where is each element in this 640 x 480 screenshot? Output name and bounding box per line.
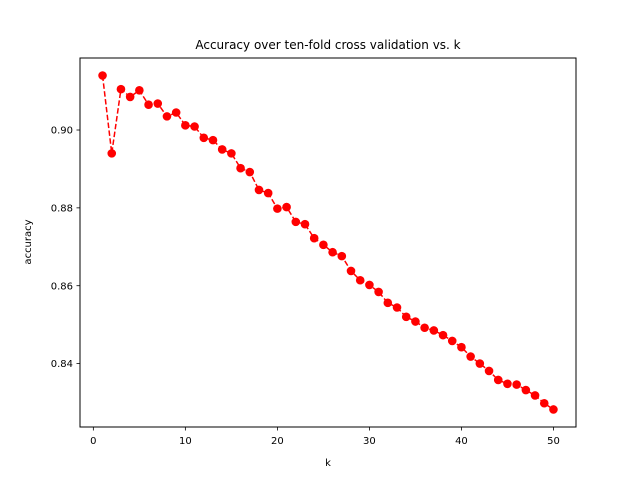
data-point bbox=[383, 298, 393, 308]
data-point bbox=[484, 366, 494, 376]
data-point bbox=[199, 133, 209, 143]
data-point bbox=[190, 122, 199, 131]
data-point bbox=[355, 275, 365, 285]
data-point bbox=[263, 188, 273, 198]
x-tick-label: 20 bbox=[271, 436, 284, 447]
x-tick-label: 0 bbox=[90, 436, 96, 447]
data-point bbox=[254, 185, 264, 195]
y-tick-label: 0.86 bbox=[51, 281, 73, 292]
data-point bbox=[475, 359, 485, 368]
x-tick-label: 10 bbox=[179, 436, 192, 447]
data-point bbox=[217, 145, 227, 154]
plot-area bbox=[98, 71, 558, 414]
data-point bbox=[392, 303, 402, 312]
data-point bbox=[512, 380, 521, 389]
data-point bbox=[420, 323, 429, 333]
plot-frame bbox=[79, 57, 577, 428]
data-point bbox=[493, 375, 503, 385]
data-point bbox=[365, 280, 374, 290]
y-tick-label: 0.88 bbox=[51, 203, 73, 214]
data-point bbox=[374, 287, 383, 297]
data-point bbox=[245, 167, 255, 177]
data-point bbox=[144, 100, 153, 110]
data-point bbox=[438, 330, 448, 340]
data-point bbox=[411, 317, 420, 326]
series-line bbox=[101, 75, 554, 411]
data-point bbox=[346, 266, 356, 276]
y-axis: 0.84 0.86 0.88 0.90 bbox=[51, 126, 80, 370]
data-point bbox=[337, 251, 347, 261]
data-point bbox=[539, 398, 549, 408]
x-axis-label: k bbox=[325, 458, 331, 469]
data-point bbox=[457, 342, 466, 352]
data-point bbox=[549, 405, 558, 414]
data-point bbox=[181, 121, 190, 130]
data-point bbox=[236, 163, 245, 173]
chart-title: Accuracy over ten-fold cross validation … bbox=[195, 38, 460, 52]
y-axis-label: accuracy bbox=[23, 219, 34, 264]
y-tick-label: 0.90 bbox=[51, 126, 73, 137]
data-point bbox=[153, 99, 163, 108]
data-point bbox=[300, 219, 310, 229]
data-point bbox=[208, 135, 218, 145]
x-tick-label: 30 bbox=[363, 436, 376, 447]
data-point bbox=[309, 233, 319, 243]
x-tick-label: 50 bbox=[547, 436, 560, 447]
x-axis: 0 10 20 30 40 50 bbox=[90, 427, 560, 447]
data-point bbox=[328, 247, 337, 257]
data-point bbox=[503, 379, 512, 389]
data-point bbox=[273, 204, 282, 213]
y-tick-label: 0.84 bbox=[51, 359, 73, 370]
data-point bbox=[521, 385, 531, 395]
data-point bbox=[227, 149, 236, 158]
data-point bbox=[401, 312, 411, 322]
data-point bbox=[291, 217, 301, 227]
data-point bbox=[447, 336, 457, 346]
data-point bbox=[429, 326, 439, 335]
data-point bbox=[282, 202, 291, 212]
data-point bbox=[162, 112, 172, 121]
data-point bbox=[530, 391, 540, 400]
data-point bbox=[98, 71, 107, 80]
data-point bbox=[466, 352, 475, 361]
data-point bbox=[107, 149, 117, 158]
data-point bbox=[319, 240, 328, 250]
data-point bbox=[135, 86, 144, 95]
data-point bbox=[171, 108, 181, 117]
data-point bbox=[116, 84, 126, 94]
data-point bbox=[125, 92, 135, 102]
x-tick-label: 40 bbox=[455, 436, 468, 447]
